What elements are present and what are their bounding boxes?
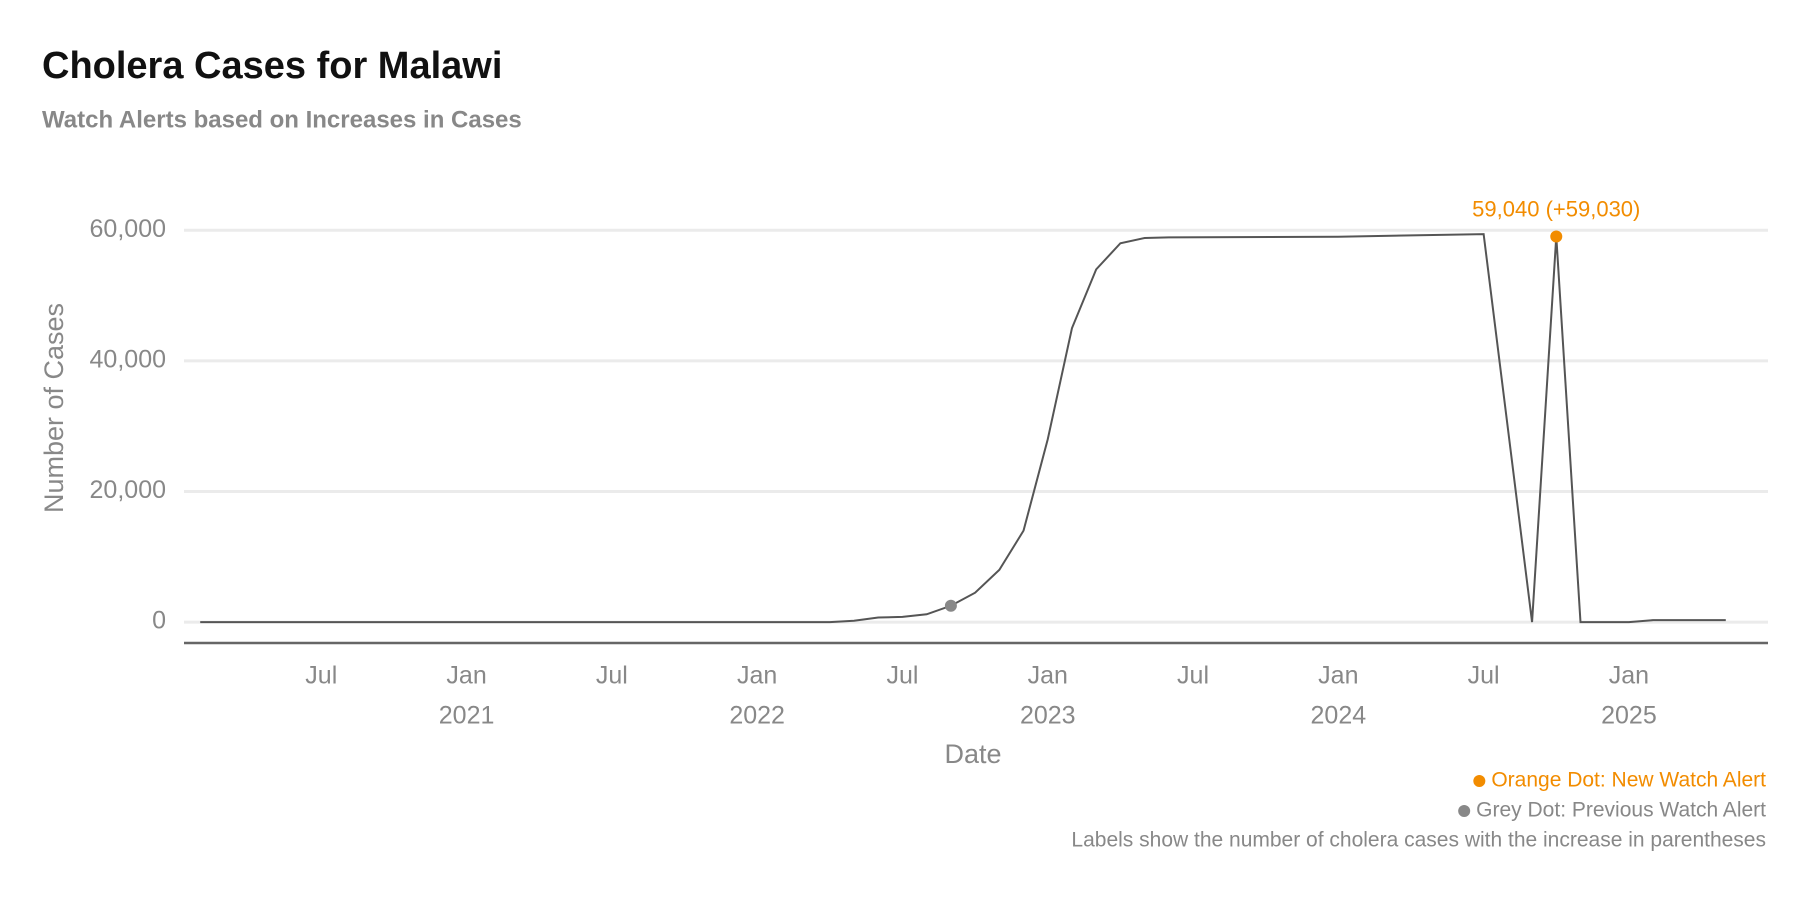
chart-subtitle: Watch Alerts based on Increases in Cases	[42, 106, 522, 133]
x-tick-label: Jul	[886, 662, 918, 690]
x-axis-title: Date	[944, 739, 1001, 769]
y-tick-label: 40,000	[90, 345, 166, 373]
y-tick-label: 0	[152, 607, 166, 635]
legend-note: Grey Dot: Previous Watch Alert	[1476, 799, 1766, 822]
y-axis-title: Number of Cases	[39, 303, 69, 513]
chart-title: Cholera Cases for Malawi	[42, 45, 502, 87]
alert-dot	[944, 599, 957, 612]
x-year-label: 2024	[1311, 702, 1367, 730]
x-tick-label: Jul	[596, 662, 628, 690]
alert-label: 59,040 (+59,030)	[1472, 196, 1640, 221]
legend-dot	[1473, 775, 1486, 787]
x-year-label: 2025	[1601, 702, 1657, 730]
x-tick-label: Jan	[1609, 662, 1649, 690]
legend-note: Orange Dot: New Watch Alert	[1491, 769, 1766, 792]
x-tick-label: Jan	[1318, 662, 1358, 690]
x-tick-label: Jan	[446, 662, 486, 690]
x-year-label: 2021	[439, 702, 495, 730]
x-tick-label: Jan	[1028, 662, 1068, 690]
x-tick-label: Jul	[1177, 662, 1209, 690]
legend-dot	[1458, 805, 1471, 817]
legend-note: Labels show the number of cholera cases …	[1071, 829, 1766, 852]
alert-dot	[1550, 230, 1563, 243]
x-tick-label: Jan	[737, 662, 777, 690]
x-tick-label: Jul	[1468, 662, 1500, 690]
y-tick-label: 20,000	[90, 476, 166, 504]
y-tick-label: 60,000	[90, 215, 166, 243]
x-year-label: 2022	[729, 702, 785, 730]
series-line	[200, 233, 1726, 624]
x-year-label: 2023	[1020, 702, 1076, 730]
x-tick-label: Jul	[305, 662, 337, 690]
